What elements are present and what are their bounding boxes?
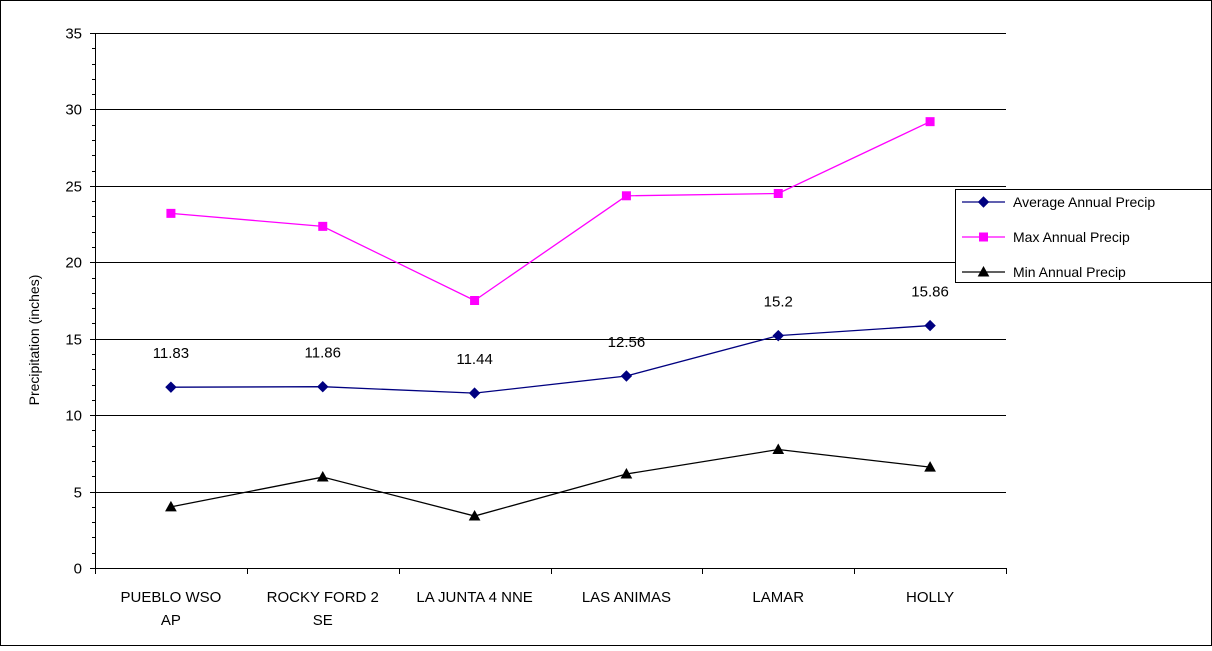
y-axis-title: Precipitation (inches) (26, 275, 42, 406)
average-annual-precip-point (620, 370, 633, 382)
average-annual-precip-point (924, 319, 936, 332)
y-tick-label: 10 (65, 408, 82, 425)
legend-marker-min-annual-precip (977, 265, 990, 277)
min-annual-precip-line (170, 448, 931, 517)
x-category-label: PUEBLO WSO AP (120, 589, 221, 629)
average-annual-precip-line (170, 324, 931, 394)
legend-label-max-annual-precip: Max Annual Precip (1013, 229, 1130, 245)
y-tick-label: 35 (65, 26, 82, 43)
x-category-label: LAS ANIMAS (582, 589, 671, 606)
average-annual-precip-point (468, 387, 481, 399)
y-tick-label: 0 (74, 561, 82, 578)
data-label: 11.44 (456, 351, 492, 368)
average-annual-precip-point (165, 381, 177, 393)
min-annual-precip-point (924, 461, 936, 472)
y-tick-label: 20 (65, 255, 82, 272)
max-annual-precip-line (170, 121, 931, 302)
gridlines (95, 33, 1006, 493)
min-annual-precip-point (620, 467, 633, 479)
max-annual-precip-point (470, 296, 480, 305)
average-annual-precip-point (317, 381, 329, 393)
data-label: 15.86 (911, 284, 949, 301)
legend-marker-max-annual-precip (979, 232, 988, 242)
legend-box (955, 189, 1212, 283)
x-category-label: LA JUNTA 4 NNE (416, 589, 532, 606)
data-label: 11.86 (305, 345, 341, 362)
series-group (165, 117, 936, 521)
max-annual-precip-point (166, 208, 176, 218)
min-annual-precip-point (165, 500, 177, 512)
data-label: 15.2 (764, 294, 793, 311)
x-category-label: ROCKY FORD 2 SE (267, 589, 379, 629)
average-annual-precip-point (772, 329, 784, 342)
x-category-label: HOLLY (906, 589, 954, 606)
max-annual-precip-point (318, 221, 328, 231)
min-annual-precip-point (316, 471, 329, 482)
data-label: 12.56 (608, 334, 646, 351)
y-tick-label: 5 (74, 485, 82, 502)
legend-label-min-annual-precip: Min Annual Precip (1013, 264, 1126, 280)
min-annual-precip-point (468, 509, 481, 521)
legend: Average Annual Precip Max Annual Precip Mi… (955, 189, 1212, 283)
x-category-label: LAMAR (752, 589, 804, 606)
legend-label-average-annual-precip: Average Annual Precip (1013, 194, 1155, 210)
y-tick-label: 25 (65, 179, 82, 196)
axes (90, 33, 1007, 574)
labels-group: 0 5 10 15 20 25 30 35 PUEBLO WSO AP ROCKY FORD 2 SE… (65, 26, 954, 630)
max-annual-precip-point (621, 191, 631, 201)
min-annual-precip-point (772, 443, 785, 455)
y-tick-label: 15 (65, 332, 82, 349)
legend-marker-average-annual-precip (977, 196, 990, 208)
max-annual-precip-point (925, 117, 935, 127)
data-label: 11.83 (153, 345, 189, 362)
max-annual-precip-point (773, 189, 783, 198)
y-tick-label: 30 (65, 102, 82, 119)
